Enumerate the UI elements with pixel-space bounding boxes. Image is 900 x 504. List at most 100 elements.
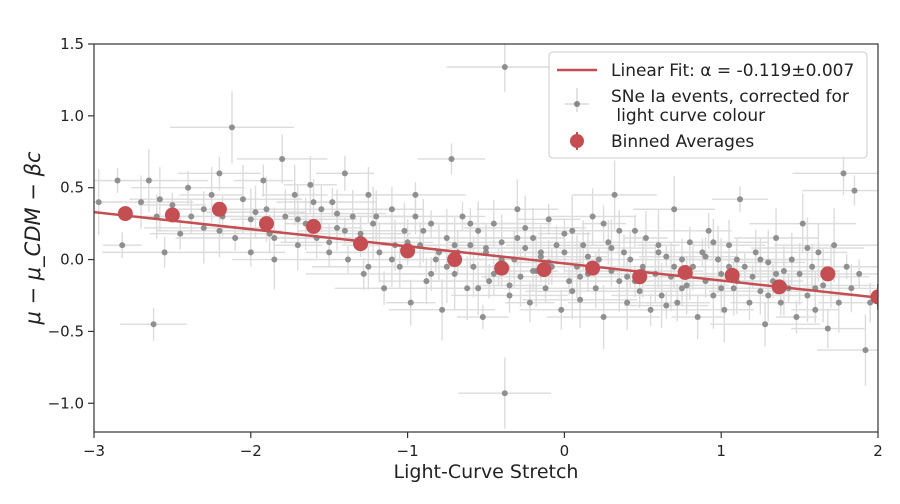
sne-point bbox=[373, 213, 380, 220]
x-tick-label: 1 bbox=[716, 442, 726, 460]
binned-average-point bbox=[870, 289, 878, 305]
sne-point bbox=[401, 227, 408, 234]
sne-point bbox=[232, 235, 239, 241]
sne-point bbox=[329, 199, 336, 206]
sne-point bbox=[702, 253, 709, 260]
sne-point bbox=[522, 245, 529, 252]
sne-point bbox=[831, 242, 838, 249]
sne-point bbox=[443, 263, 450, 270]
binned-average-point bbox=[447, 252, 463, 268]
binned-average-point bbox=[494, 260, 510, 276]
sne-point bbox=[506, 282, 513, 289]
sne-point bbox=[595, 256, 602, 263]
legend-binned-label: Binned Averages bbox=[611, 132, 754, 152]
sne-point bbox=[773, 235, 780, 241]
sne-point bbox=[114, 177, 121, 184]
sne-point bbox=[674, 299, 681, 306]
sne-point bbox=[620, 249, 627, 256]
sne-point bbox=[252, 209, 259, 216]
sne-point bbox=[812, 306, 819, 313]
sne-point bbox=[796, 270, 803, 277]
sne-point bbox=[592, 285, 599, 292]
sne-point bbox=[862, 347, 869, 354]
sne-point bbox=[569, 227, 576, 234]
sne-point bbox=[451, 270, 458, 277]
sne-point bbox=[580, 242, 587, 249]
x-axis-label: Light-Curve Stretch bbox=[394, 461, 579, 483]
sne-point bbox=[334, 224, 341, 231]
sne-point bbox=[467, 242, 474, 249]
binned-average-point bbox=[585, 260, 601, 276]
sne-point bbox=[423, 278, 430, 285]
sne-point bbox=[448, 155, 455, 162]
sne-point bbox=[239, 196, 246, 203]
binned-average-point bbox=[536, 262, 552, 278]
y-axis-label: μ − μ_CDM − βc bbox=[21, 151, 46, 325]
sne-point bbox=[608, 245, 615, 252]
y-tick-label: 1.0 bbox=[60, 107, 84, 125]
sne-point bbox=[799, 220, 806, 227]
sne-point bbox=[584, 253, 591, 260]
sne-point bbox=[636, 288, 643, 295]
sne-point bbox=[566, 278, 573, 285]
binned-average-point bbox=[258, 216, 274, 232]
sne-point bbox=[762, 321, 769, 328]
sne-point bbox=[498, 239, 505, 246]
sne-point bbox=[627, 256, 634, 263]
sne-point bbox=[658, 292, 665, 299]
sne-point bbox=[642, 235, 649, 241]
sne-point bbox=[349, 213, 356, 220]
sne-point bbox=[639, 263, 646, 270]
binned-average-point bbox=[632, 269, 648, 285]
sne-point bbox=[537, 253, 544, 260]
y-axis-ticks: −1.0 −0.5 0.0 0.5 1.0 1.5 bbox=[48, 35, 94, 412]
sne-point bbox=[412, 191, 419, 198]
sne-point bbox=[589, 213, 596, 220]
x-axis-ticks: −3 −2 −1 0 1 2 bbox=[83, 432, 883, 460]
sne-point bbox=[694, 314, 701, 321]
sne-point bbox=[726, 242, 733, 249]
sne-point bbox=[843, 263, 850, 270]
sne-point bbox=[307, 181, 314, 188]
sne-point bbox=[432, 256, 439, 263]
sne-point bbox=[683, 282, 690, 289]
sne-point bbox=[365, 263, 372, 270]
sne-point bbox=[514, 206, 521, 213]
sne-point bbox=[671, 263, 678, 270]
sne-point bbox=[737, 196, 744, 203]
sne-point bbox=[150, 321, 157, 328]
sne-point bbox=[686, 239, 693, 246]
sne-point bbox=[671, 206, 678, 213]
sne-point bbox=[663, 253, 670, 260]
sne-point bbox=[577, 296, 584, 303]
sne-point bbox=[851, 187, 858, 194]
sne-point bbox=[788, 256, 795, 263]
sne-point bbox=[715, 256, 722, 263]
sne-point bbox=[357, 230, 364, 237]
sne-point bbox=[718, 270, 725, 277]
sne-point bbox=[443, 235, 450, 241]
sne-point bbox=[247, 249, 254, 256]
sne-point bbox=[161, 249, 168, 256]
sne-point bbox=[388, 206, 395, 213]
sne-point bbox=[119, 242, 126, 249]
binned-average-point bbox=[164, 207, 180, 223]
legend-sne-label-line2: light curve colour bbox=[611, 106, 765, 126]
sne-point bbox=[542, 285, 549, 292]
sne-point bbox=[490, 220, 497, 227]
sne-point bbox=[530, 235, 537, 241]
binned-average-point bbox=[820, 266, 836, 282]
sne-point bbox=[228, 124, 235, 131]
sne-point bbox=[765, 259, 772, 266]
sne-point bbox=[177, 230, 184, 237]
sne-point bbox=[809, 263, 816, 270]
sne-point bbox=[475, 285, 482, 292]
sne-point bbox=[537, 249, 544, 256]
binned-average-point bbox=[400, 243, 416, 259]
sne-point bbox=[345, 256, 352, 263]
sne-point bbox=[710, 239, 717, 246]
sne-point bbox=[718, 285, 725, 292]
sne-point bbox=[561, 230, 568, 237]
sne-point bbox=[467, 220, 474, 227]
